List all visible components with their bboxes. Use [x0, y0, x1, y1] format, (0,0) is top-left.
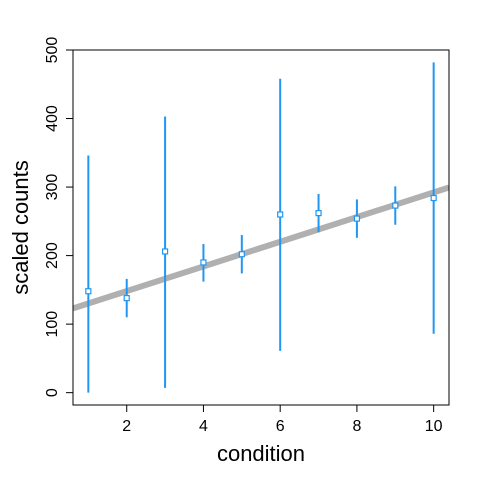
- y-tick-label: 200: [44, 242, 61, 269]
- point-layer: [85, 194, 437, 302]
- y-tick-label: 500: [44, 37, 61, 64]
- x-tick-label: 10: [425, 418, 443, 435]
- plot-frame: [72, 49, 450, 406]
- x-axis: 2 4 6 8 10: [122, 405, 443, 435]
- x-tick-label: 4: [199, 418, 208, 435]
- x-tick-label: 6: [276, 418, 285, 435]
- data-point: [200, 259, 207, 266]
- trend-layer: [73, 184, 449, 312]
- y-axis-label: scaled counts: [8, 160, 33, 295]
- y-tick-label: 0: [44, 388, 61, 397]
- y-tick-label: 100: [44, 311, 61, 338]
- x-axis-label: condition: [217, 441, 305, 466]
- data-point: [353, 215, 361, 222]
- y-tick-label: 400: [44, 105, 61, 132]
- data-point: [277, 211, 284, 218]
- data-point: [161, 248, 169, 255]
- data-point: [315, 210, 322, 217]
- data-point: [238, 251, 245, 258]
- data-point: [123, 294, 130, 302]
- x-tick-label: 8: [352, 418, 361, 435]
- data-point: [392, 202, 399, 209]
- trend-line: [73, 184, 449, 312]
- data-point: [430, 194, 437, 202]
- y-axis: 0 100 200 300 400 500: [44, 37, 73, 397]
- y-tick-label: 300: [44, 174, 61, 201]
- data-point: [85, 288, 92, 295]
- x-tick-label: 2: [122, 418, 131, 435]
